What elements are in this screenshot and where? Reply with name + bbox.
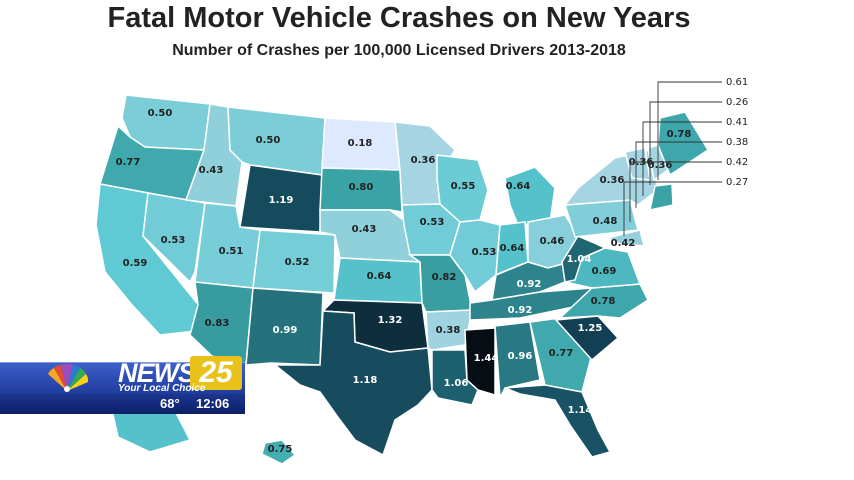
- channel-number-logo: 25: [190, 356, 242, 390]
- state-tx: [272, 310, 433, 457]
- value-label-al: 0.96: [508, 351, 533, 362]
- state-nm: [245, 287, 324, 366]
- callout-label-nj: 0.38: [726, 137, 748, 148]
- value-label-tx: 1.18: [353, 375, 378, 386]
- value-label-ga: 0.77: [549, 348, 574, 359]
- value-label-il: 0.53: [472, 247, 497, 258]
- value-label-md: 0.42: [611, 238, 636, 249]
- bug-lower-band: [0, 394, 245, 414]
- chart-title: Fatal Motor Vehicle Crashes on New Years: [107, 2, 691, 34]
- state-md: [605, 229, 645, 247]
- callout-label-ri: 0.26: [726, 97, 748, 108]
- value-label-vt: 0.36: [629, 157, 654, 168]
- state-sd: [319, 167, 403, 213]
- value-label-hi: 0.75: [268, 444, 293, 455]
- state-hi: [261, 439, 297, 465]
- value-label-ms: 1.44: [474, 353, 499, 364]
- callout-label-md2: 0.27: [726, 177, 748, 188]
- value-label-wy: 1.19: [269, 195, 294, 206]
- value-label-nh: 0.36: [648, 160, 673, 171]
- value-label-or: 0.77: [116, 157, 141, 168]
- value-label-mo: 0.82: [432, 272, 457, 283]
- value-label-ks: 0.64: [367, 271, 392, 282]
- value-label-id: 0.43: [199, 165, 224, 176]
- callout-line-nj: [635, 141, 722, 208]
- callout-line-ri: [649, 101, 722, 185]
- station-tagline: Your Local Choice: [118, 383, 206, 394]
- value-label-tn: 0.92: [508, 305, 533, 316]
- value-label-va: 0.69: [592, 266, 617, 277]
- value-label-ok: 1.32: [378, 315, 403, 326]
- value-label-co: 0.52: [285, 257, 310, 268]
- value-label-nv: 0.53: [161, 235, 186, 246]
- state-co: [252, 229, 336, 294]
- value-label-me: 0.78: [667, 129, 692, 140]
- value-label-ia: 0.53: [420, 217, 445, 228]
- value-label-la: 1.06: [444, 378, 469, 389]
- state-fl: [504, 384, 612, 458]
- temperature-readout: 68°: [160, 396, 180, 411]
- station-news-bug: NEWS 25 Your Local Choice 68° 12:06: [0, 356, 245, 414]
- state-il: [449, 219, 501, 294]
- value-label-ut: 0.51: [219, 246, 244, 257]
- callout-label-ma: 0.61: [726, 77, 748, 88]
- callout-line-de2: [629, 161, 722, 222]
- value-label-in: 0.64: [500, 243, 525, 254]
- value-label-ne: 0.43: [352, 224, 377, 235]
- value-label-az: 0.83: [205, 318, 230, 329]
- state-ct: [649, 183, 674, 211]
- value-label-pa: 0.48: [593, 216, 618, 227]
- value-label-nd: 0.18: [348, 138, 373, 149]
- value-label-nc: 0.78: [591, 296, 616, 307]
- value-label-ca: 0.59: [123, 258, 148, 269]
- value-label-wa: 0.50: [148, 108, 173, 119]
- peacock-logo-icon: [48, 364, 89, 392]
- value-label-mn: 0.36: [411, 155, 436, 166]
- value-label-sd: 0.80: [349, 182, 374, 193]
- state-ar: [425, 309, 473, 351]
- callout-line-md2: [623, 181, 722, 236]
- value-label-fl: 1.14: [568, 405, 593, 416]
- value-label-ar: 0.38: [436, 325, 461, 336]
- callout-line-ma: [657, 81, 722, 180]
- state-al: [494, 321, 541, 401]
- callout-label-ct: 0.41: [726, 117, 748, 128]
- value-label-ny: 0.36: [600, 175, 625, 186]
- time-readout: 12:06: [196, 396, 230, 411]
- value-label-nm: 0.99: [273, 325, 298, 336]
- state-ms: [464, 327, 496, 397]
- callout-line-ct: [642, 121, 722, 196]
- state-mi: [504, 166, 556, 226]
- chart-subtitle: Number of Crashes per 100,000 Licensed D…: [172, 42, 626, 59]
- value-label-mt: 0.50: [256, 135, 281, 146]
- value-label-oh: 0.46: [540, 236, 565, 247]
- value-label-ky: 0.92: [517, 279, 542, 290]
- value-label-wv: 1.04: [567, 254, 592, 265]
- value-label-wi: 0.55: [451, 181, 476, 192]
- callout-label-de2: 0.42: [726, 157, 748, 168]
- news-brand-logo: NEWS: [118, 358, 196, 388]
- value-label-sc: 1.25: [578, 323, 603, 334]
- value-label-mi: 0.64: [506, 181, 531, 192]
